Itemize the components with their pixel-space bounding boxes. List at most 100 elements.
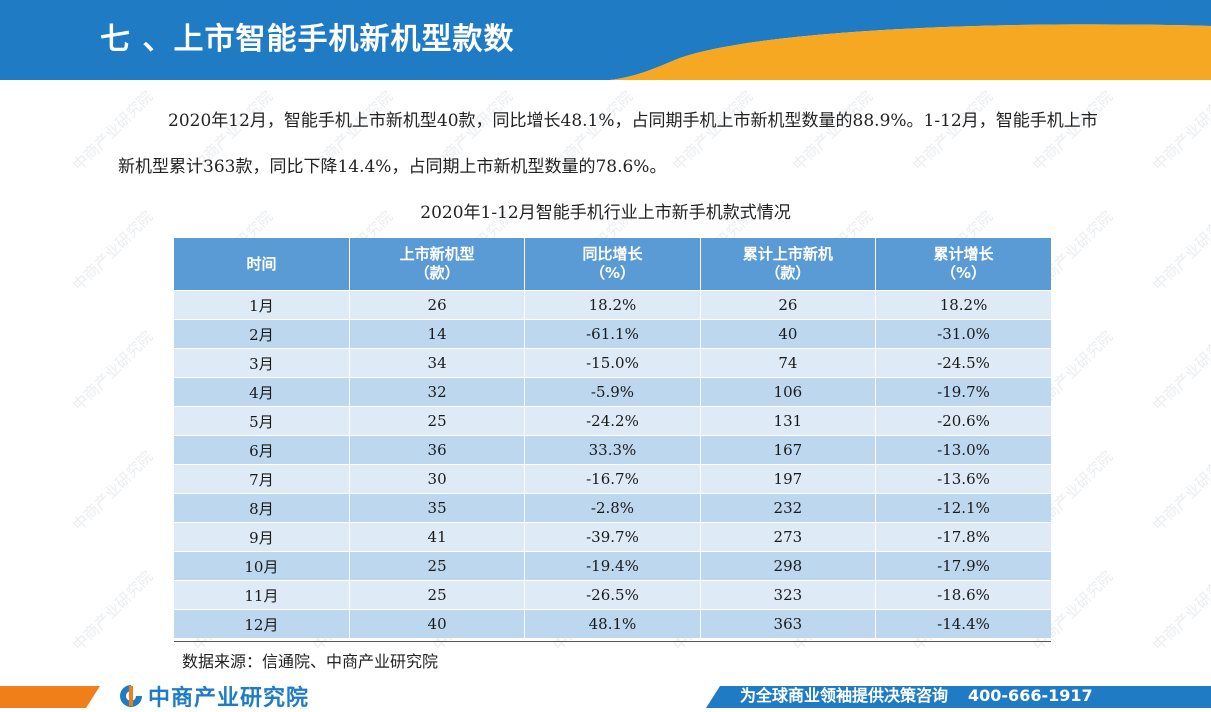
table-row: 4月 32 -5.9% 106 -19.7% (174, 377, 1051, 407)
table-row: 8月 35 -2.8% 232 -12.1% (174, 493, 1051, 523)
cell-cumulative-models: 363 (700, 609, 877, 638)
cell-new-models: 30 (349, 464, 526, 494)
cell-yoy-growth: -5.9% (524, 377, 701, 407)
cell-month: 2月 (174, 319, 350, 349)
table-header-row: 时间 上市新机型 （款） 同比增长 （%） 累计上市新机 （款） 累计增长 （%） (174, 238, 1051, 291)
table-row: 9月 41 -39.7% 273 -17.8% (174, 522, 1051, 552)
footer-slogan: 为全球商业领袖提供决策咨询 400-666-1917 (740, 683, 1093, 709)
cell-cumulative-models: 167 (700, 435, 877, 465)
cell-month: 9月 (174, 522, 350, 552)
brand: 中商产业研究院 (118, 683, 310, 711)
cell-cumulative-growth: -18.6% (875, 580, 1051, 610)
cell-month: 4月 (174, 377, 350, 407)
table-row: 6月 36 33.3% 167 -13.0% (174, 435, 1051, 465)
cell-month: 12月 (174, 609, 350, 638)
cell-month: 1月 (174, 290, 350, 320)
cell-cumulative-models: 298 (700, 551, 877, 581)
column-header-cumulative-growth: 累计增长 （%） (875, 238, 1051, 291)
phone-number: 400-666-1917 (968, 686, 1093, 705)
watermark-text: 中商产业研究院 (1149, 327, 1211, 415)
cell-month: 11月 (174, 580, 350, 610)
table-row: 5月 25 -24.2% 131 -20.6% (174, 406, 1051, 436)
cell-yoy-growth: -39.7% (524, 522, 701, 552)
cell-cumulative-growth: 18.2% (875, 290, 1051, 320)
cell-new-models: 25 (349, 580, 526, 610)
table-row: 7月 30 -16.7% 197 -13.6% (174, 464, 1051, 494)
footer-shape (0, 686, 1211, 708)
cell-new-models: 36 (349, 435, 526, 465)
cell-yoy-growth: -19.4% (524, 551, 701, 581)
table-bottom-rule (174, 641, 1051, 642)
page-title: 七 、上市智能手机新机型款数 (100, 22, 515, 57)
cell-cumulative-growth: -17.9% (875, 551, 1051, 581)
cell-cumulative-models: 26 (700, 290, 877, 320)
cell-month: 7月 (174, 464, 350, 494)
footer-bar (0, 682, 1211, 712)
cell-yoy-growth: -16.7% (524, 464, 701, 494)
cell-yoy-growth: 33.3% (524, 435, 701, 465)
cell-month: 10月 (174, 551, 350, 581)
header-banner: 七 、上市智能手机新机型款数 (0, 0, 1211, 80)
cell-month: 3月 (174, 348, 350, 378)
cell-cumulative-growth: -20.6% (875, 406, 1051, 436)
slogan-text: 为全球商业领袖提供决策咨询 (740, 686, 949, 705)
cell-month: 8月 (174, 493, 350, 523)
cell-new-models: 26 (349, 290, 526, 320)
cell-yoy-growth: -15.0% (524, 348, 701, 378)
cell-cumulative-models: 323 (700, 580, 877, 610)
brand-logo-icon (120, 685, 142, 707)
cell-yoy-growth: -61.1% (524, 319, 701, 349)
cell-cumulative-growth: -13.0% (875, 435, 1051, 465)
data-table: 时间 上市新机型 （款） 同比增长 （%） 累计上市新机 （款） 累计增长 （%） 1月… (174, 238, 1051, 638)
column-header-cumulative-models: 累计上市新机 （款） (700, 238, 877, 291)
cell-cumulative-growth: -12.1% (875, 493, 1051, 523)
table-caption: 2020年1-12月智能手机行业上市新手机款式情况 (420, 203, 791, 223)
cell-new-models: 14 (349, 319, 526, 349)
cell-new-models: 25 (349, 551, 526, 581)
cell-month: 5月 (174, 406, 350, 436)
cell-cumulative-models: 40 (700, 319, 877, 349)
table-body: 1月 26 18.2% 26 18.2% 2月 14 -61.1% 40 -31.0% 3月 34 -1… (174, 290, 1051, 638)
cell-cumulative-growth: -14.4% (875, 609, 1051, 638)
data-source: 数据来源：信通院、中商产业研究院 (182, 652, 439, 671)
watermark-text: 中商产业研究院 (1149, 87, 1211, 175)
column-header-new-models: 上市新机型 （款） (349, 238, 526, 291)
cell-cumulative-models: 106 (700, 377, 877, 407)
summary-paragraph: 2020年12月，智能手机上市新机型40款，同比增长48.1%，占同期手机上市新… (118, 111, 1098, 177)
table-row: 1月 26 18.2% 26 18.2% (174, 290, 1051, 320)
column-header-yoy-growth: 同比增长 （%） (524, 238, 701, 291)
cell-cumulative-growth: -13.6% (875, 464, 1051, 494)
table-row: 11月 25 -26.5% 323 -18.6% (174, 580, 1051, 610)
cell-cumulative-models: 197 (700, 464, 877, 494)
table-row: 3月 34 -15.0% 74 -24.5% (174, 348, 1051, 378)
table-row: 12月 40 48.1% 363 -14.4% (174, 609, 1051, 638)
watermark-text: 中商产业研究院 (69, 567, 157, 655)
brand-name: 中商产业研究院 (148, 686, 310, 711)
cell-cumulative-models: 273 (700, 522, 877, 552)
cell-cumulative-models: 232 (700, 493, 877, 523)
cell-new-models: 32 (349, 377, 526, 407)
watermark-text: 中商产业研究院 (1149, 567, 1211, 655)
cell-cumulative-models: 131 (700, 406, 877, 436)
cell-new-models: 40 (349, 609, 526, 638)
cell-new-models: 35 (349, 493, 526, 523)
watermark-text: 中商产业研究院 (69, 447, 157, 535)
cell-cumulative-growth: -17.8% (875, 522, 1051, 552)
watermark-text: 中商产业研究院 (69, 327, 157, 415)
cell-new-models: 25 (349, 406, 526, 436)
cell-cumulative-models: 74 (700, 348, 877, 378)
cell-new-models: 34 (349, 348, 526, 378)
watermark-text: 中商产业研究院 (1149, 447, 1211, 535)
header-shape (0, 0, 1211, 80)
cell-yoy-growth: 18.2% (524, 290, 701, 320)
cell-cumulative-growth: -31.0% (875, 319, 1051, 349)
cell-yoy-growth: -26.5% (524, 580, 701, 610)
cell-new-models: 41 (349, 522, 526, 552)
cell-yoy-growth: -2.8% (524, 493, 701, 523)
table-row: 2月 14 -61.1% 40 -31.0% (174, 319, 1051, 349)
cell-yoy-growth: 48.1% (524, 609, 701, 638)
cell-cumulative-growth: -24.5% (875, 348, 1051, 378)
column-header-time: 时间 (174, 238, 350, 291)
table-row: 10月 25 -19.4% 298 -17.9% (174, 551, 1051, 581)
cell-cumulative-growth: -19.7% (875, 377, 1051, 407)
